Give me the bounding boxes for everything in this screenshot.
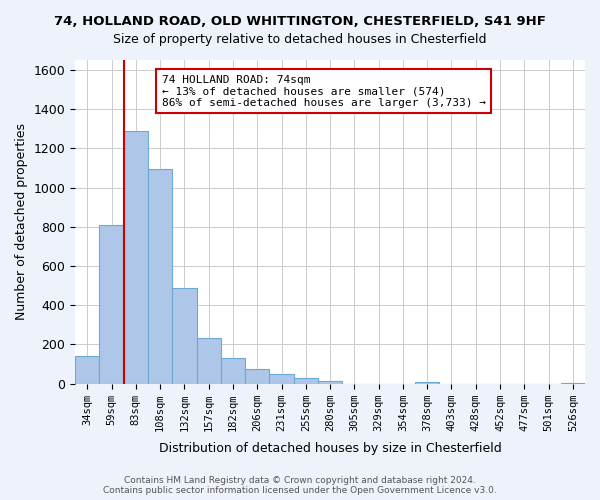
Bar — [293, 378, 318, 384]
Bar — [245, 369, 269, 384]
Text: Contains HM Land Registry data © Crown copyright and database right 2024.
Contai: Contains HM Land Registry data © Crown c… — [103, 476, 497, 495]
Bar — [100, 225, 124, 384]
Bar — [561, 382, 585, 384]
Text: Size of property relative to detached houses in Chesterfield: Size of property relative to detached ho… — [113, 32, 487, 46]
Bar — [221, 358, 245, 384]
Bar — [124, 130, 148, 384]
Text: 74, HOLLAND ROAD, OLD WHITTINGTON, CHESTERFIELD, S41 9HF: 74, HOLLAND ROAD, OLD WHITTINGTON, CHEST… — [54, 15, 546, 28]
Bar — [75, 356, 100, 384]
X-axis label: Distribution of detached houses by size in Chesterfield: Distribution of detached houses by size … — [159, 442, 502, 455]
Bar — [172, 288, 197, 384]
Bar — [269, 374, 293, 384]
Bar — [415, 382, 439, 384]
Text: 74 HOLLAND ROAD: 74sqm
← 13% of detached houses are smaller (574)
86% of semi-de: 74 HOLLAND ROAD: 74sqm ← 13% of detached… — [162, 74, 486, 108]
Y-axis label: Number of detached properties: Number of detached properties — [15, 124, 28, 320]
Bar — [148, 169, 172, 384]
Bar — [318, 380, 342, 384]
Bar — [197, 338, 221, 384]
